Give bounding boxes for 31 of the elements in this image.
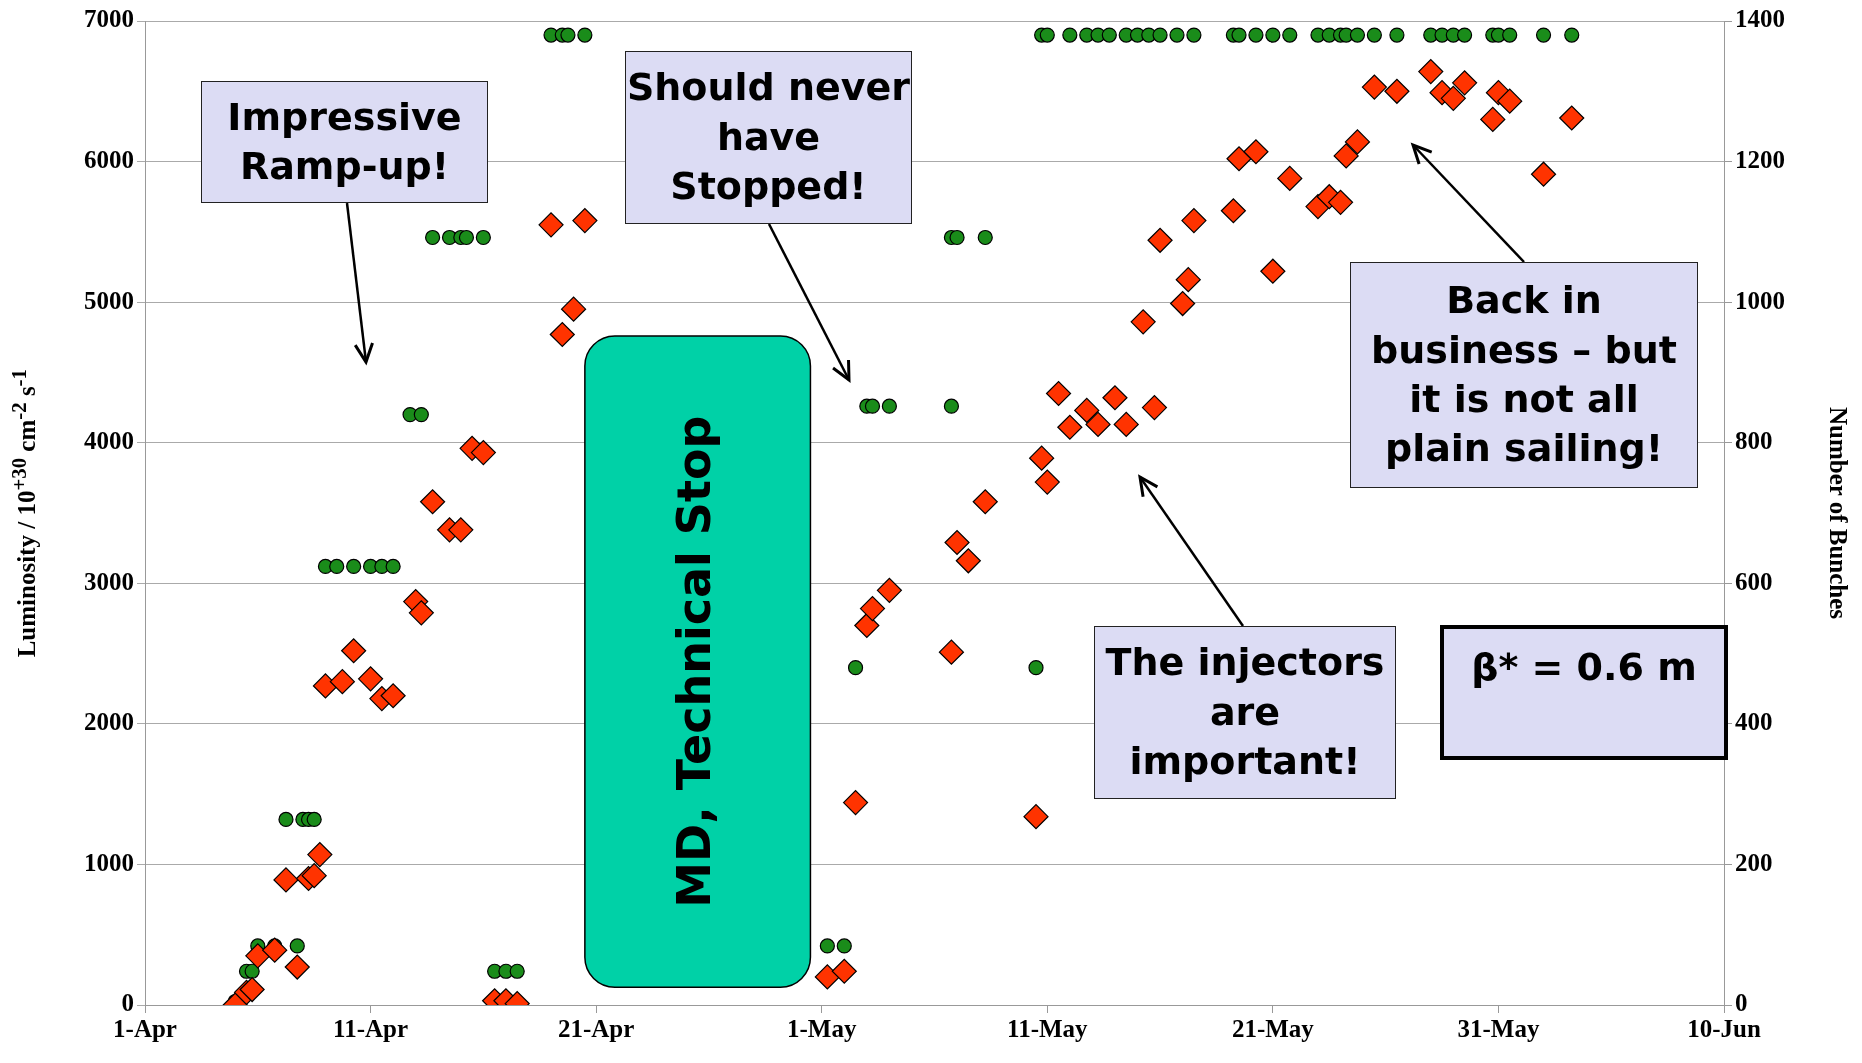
y-tick-label: 5000 — [84, 286, 134, 314]
annotation: Should never have Stopped! — [625, 51, 912, 224]
annotation: Back in business – but it is not all plain sailing! — [1350, 262, 1698, 488]
y-tick-label: 3000 — [84, 567, 134, 595]
band-label: MD, Technical Stop — [666, 415, 721, 908]
y2-tick-label: 1200 — [1735, 146, 1785, 174]
x-tick-label: 11-Apr — [333, 1015, 409, 1043]
y2-tick-label: 1000 — [1735, 286, 1785, 314]
y2-axis-title: Number of Bunches — [1824, 406, 1853, 620]
y2-tick-label: 200 — [1735, 848, 1773, 876]
annotation: β* = 0.6 m — [1440, 625, 1728, 760]
y-tick-label: 6000 — [84, 146, 134, 174]
y-tick-label: 2000 — [84, 708, 134, 736]
y2-tick-label: 800 — [1735, 427, 1773, 455]
y2-tick-label: 600 — [1735, 567, 1773, 595]
x-tick-label: 11-May — [1007, 1015, 1089, 1043]
x-tick-label: 21-May — [1231, 1015, 1315, 1043]
y-tick-label: 7000 — [84, 5, 134, 33]
x-tick-label: 1-May — [787, 1015, 857, 1043]
y-tick-label: 4000 — [84, 427, 134, 455]
y-tick-label: 0 — [121, 989, 134, 1017]
y-tick-label: 1000 — [84, 848, 134, 876]
x-tick-label: 31-May — [1457, 1015, 1540, 1043]
annotation: Impressive Ramp-up! — [201, 81, 488, 203]
annotation: The injectors are important! — [1094, 626, 1396, 799]
x-tick-label: 21-Apr — [557, 1015, 635, 1043]
y2-tick-label: 1400 — [1735, 5, 1785, 33]
y2-tick-label: 0 — [1735, 989, 1748, 1017]
y2-tick-label: 400 — [1735, 708, 1773, 736]
x-tick-label: 10-Jun — [1687, 1015, 1761, 1043]
x-tick-label: 1-Apr — [113, 1015, 177, 1043]
